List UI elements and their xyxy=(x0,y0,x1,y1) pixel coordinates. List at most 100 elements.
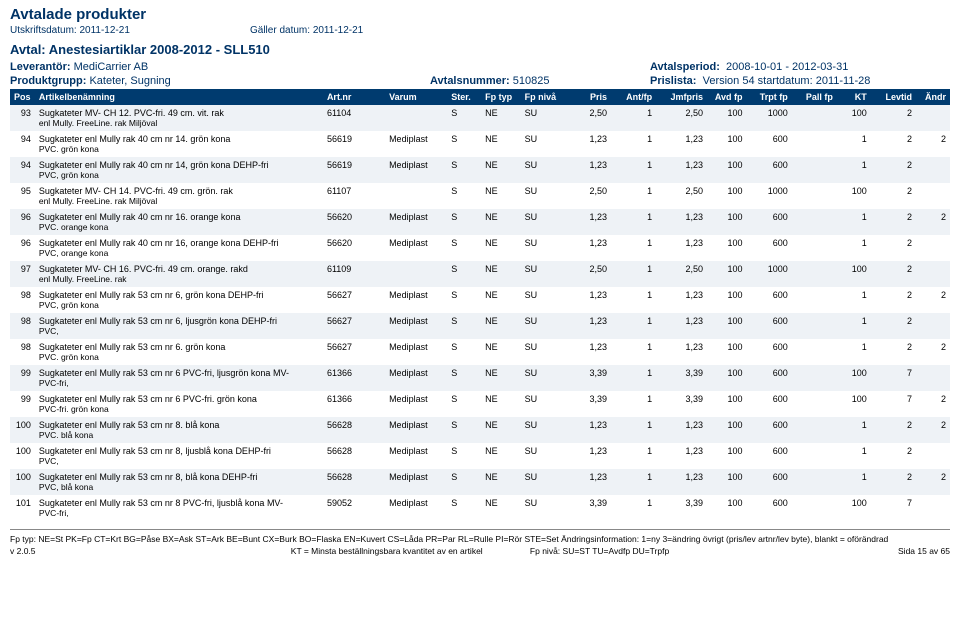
cell-lev: 2 xyxy=(871,209,916,235)
cell-fptyp: NE xyxy=(481,235,521,261)
cell-name-sub: enl Mully. FreeLine. rak xyxy=(39,274,319,284)
cell-fpniv: SU xyxy=(521,287,566,313)
cell-avd: 100 xyxy=(707,417,747,443)
cell-ster: S xyxy=(447,105,481,131)
cell-trpt: 600 xyxy=(747,417,792,443)
cell-andr: 2 xyxy=(916,391,950,417)
cell-jmf: 2,50 xyxy=(656,261,707,287)
cell-pall xyxy=(792,339,837,365)
cell-jmf: 1,23 xyxy=(656,287,707,313)
cell-antfp: 1 xyxy=(611,209,656,235)
cell-pos: 95 xyxy=(10,183,35,209)
cell-antfp: 1 xyxy=(611,495,656,521)
col-jmf: Jmfpris xyxy=(656,89,707,105)
cell-ster: S xyxy=(447,183,481,209)
cell-antfp: 1 xyxy=(611,313,656,339)
cell-name: Sugkateter enl Mully rak 40 cm nr 16, or… xyxy=(35,235,323,261)
cell-name: Sugkateter enl Mully rak 53 cm nr 6 PVC-… xyxy=(35,391,323,417)
cell-trpt: 600 xyxy=(747,313,792,339)
cell-varum: Mediplast xyxy=(385,131,447,157)
cell-antfp: 1 xyxy=(611,469,656,495)
cell-pall xyxy=(792,105,837,131)
cell-pris: 1,23 xyxy=(566,235,611,261)
cell-trpt: 600 xyxy=(747,443,792,469)
col-trpt: Trpt fp xyxy=(747,89,792,105)
number-value: 510825 xyxy=(513,75,550,87)
cell-pall xyxy=(792,261,837,287)
cell-name: Sugkateter enl Mully rak 53 cm nr 8, lju… xyxy=(35,443,323,469)
cell-andr xyxy=(916,157,950,183)
cell-art: 59052 xyxy=(323,495,385,521)
cell-jmf: 2,50 xyxy=(656,105,707,131)
col-fpniv: Fp nivå xyxy=(521,89,566,105)
cell-antfp: 1 xyxy=(611,261,656,287)
table-row: 95Sugkateter MV- CH 14. PVC-fri. 49 cm. … xyxy=(10,183,950,209)
table-row: 93Sugkateter MV- CH 12. PVC-fri. 49 cm. … xyxy=(10,105,950,131)
cell-art: 61104 xyxy=(323,105,385,131)
cell-name-sub: PVC. grön kona xyxy=(39,352,319,362)
cell-varum: Mediplast xyxy=(385,495,447,521)
cell-jmf: 2,50 xyxy=(656,183,707,209)
cell-name-sub: PVC-fri, xyxy=(39,378,319,388)
cell-kt: 1 xyxy=(837,157,871,183)
cell-pall xyxy=(792,495,837,521)
cell-avd: 100 xyxy=(707,469,747,495)
cell-avd: 100 xyxy=(707,365,747,391)
cell-lev: 2 xyxy=(871,469,916,495)
cell-avd: 100 xyxy=(707,339,747,365)
print-date-label: Utskriftsdatum: xyxy=(10,25,77,36)
col-pris: Pris xyxy=(566,89,611,105)
cell-name-main: Sugkateter enl Mully rak 40 cm nr 14. gr… xyxy=(39,134,231,144)
cell-pall xyxy=(792,365,837,391)
cell-varum: Mediplast xyxy=(385,209,447,235)
cell-art: 56628 xyxy=(323,443,385,469)
cell-name-sub: enl Mully. FreeLine. rak Miljöval xyxy=(39,118,319,128)
col-varum: Varum xyxy=(385,89,447,105)
cell-name-main: Sugkateter enl Mully rak 53 cm nr 6, grö… xyxy=(39,290,264,300)
cell-jmf: 1,23 xyxy=(656,157,707,183)
footer-kt-note: KT = Minsta beställningsbara kvantitet a… xyxy=(291,546,483,556)
cell-name-sub: PVC-fri, xyxy=(39,508,319,518)
cell-kt: 1 xyxy=(837,209,871,235)
cell-fptyp: NE xyxy=(481,495,521,521)
cell-pris: 1,23 xyxy=(566,157,611,183)
cell-varum: Mediplast xyxy=(385,443,447,469)
cell-name: Sugkateter enl Mully rak 53 cm nr 8, blå… xyxy=(35,469,323,495)
cell-pos: 96 xyxy=(10,209,35,235)
cell-fptyp: NE xyxy=(481,365,521,391)
cell-pos: 98 xyxy=(10,287,35,313)
cell-antfp: 1 xyxy=(611,443,656,469)
cell-pos: 98 xyxy=(10,313,35,339)
cell-ster: S xyxy=(447,469,481,495)
cell-jmf: 1,23 xyxy=(656,469,707,495)
cell-name-main: Sugkateter enl Mully rak 53 cm nr 8 PVC-… xyxy=(39,498,283,508)
cell-art: 61366 xyxy=(323,365,385,391)
cell-pos: 100 xyxy=(10,417,35,443)
cell-jmf: 1,23 xyxy=(656,235,707,261)
cell-art: 56620 xyxy=(323,209,385,235)
cell-name-sub: PVC, grön kona xyxy=(39,170,319,180)
cell-andr: 2 xyxy=(916,339,950,365)
cell-andr xyxy=(916,495,950,521)
period-label: Avtalsperiod: xyxy=(650,61,720,73)
cell-name: Sugkateter MV- CH 16. PVC-fri. 49 cm. or… xyxy=(35,261,323,287)
col-pos: Pos xyxy=(10,89,35,105)
cell-name: Sugkateter enl Mully rak 53 cm nr 8. blå… xyxy=(35,417,323,443)
cell-lev: 2 xyxy=(871,131,916,157)
cell-jmf: 1,23 xyxy=(656,339,707,365)
cell-antfp: 1 xyxy=(611,105,656,131)
cell-pris: 1,23 xyxy=(566,469,611,495)
cell-varum: Mediplast xyxy=(385,313,447,339)
cell-avd: 100 xyxy=(707,287,747,313)
cell-kt: 100 xyxy=(837,365,871,391)
cell-trpt: 600 xyxy=(747,131,792,157)
cell-name-main: Sugkateter enl Mully rak 53 cm nr 6 PVC-… xyxy=(39,394,257,404)
cell-pos: 96 xyxy=(10,235,35,261)
cell-andr xyxy=(916,105,950,131)
col-avd: Avd fp xyxy=(707,89,747,105)
cell-name-main: Sugkateter enl Mully rak 53 cm nr 6, lju… xyxy=(39,316,277,326)
cell-name-main: Sugkateter enl Mully rak 53 cm nr 8, blå… xyxy=(39,472,258,482)
cell-ster: S xyxy=(447,417,481,443)
cell-andr: 2 xyxy=(916,209,950,235)
product-table: Pos Artikelbenämning Art.nr Varum Ster. … xyxy=(10,89,950,521)
